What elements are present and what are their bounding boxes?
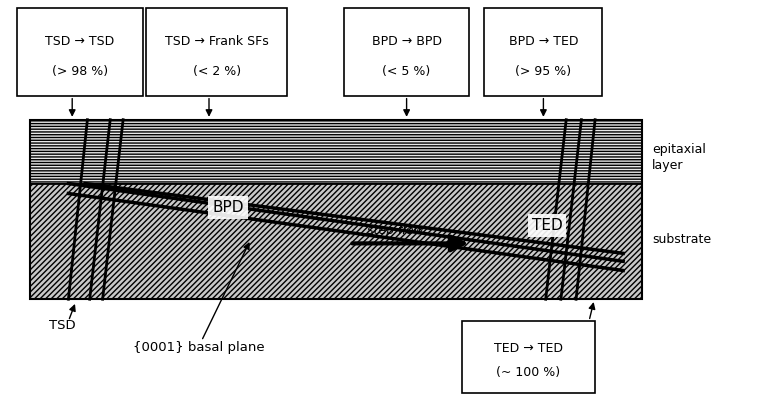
Bar <box>30 184 642 299</box>
Bar <box>17 8 143 96</box>
Text: (< 5 %): (< 5 %) <box>382 65 431 78</box>
Bar <box>461 321 594 393</box>
Text: BPD: BPD <box>212 200 244 215</box>
Text: TED → TED: TED → TED <box>494 342 562 355</box>
Bar <box>146 8 287 96</box>
Text: (< 2 %): (< 2 %) <box>192 65 241 78</box>
Text: BPD → BPD: BPD → BPD <box>372 35 442 48</box>
Bar <box>30 120 642 299</box>
Text: {0001} basal plane: {0001} basal plane <box>133 341 264 354</box>
Text: (~ 100 %): (~ 100 %) <box>496 366 560 379</box>
Text: TSD → TSD: TSD → TSD <box>45 35 115 48</box>
Bar <box>344 8 470 96</box>
Bar <box>485 8 602 96</box>
Text: substrate: substrate <box>652 233 711 246</box>
Text: BPD → TED: BPD → TED <box>508 35 578 48</box>
Bar <box>30 120 642 184</box>
Text: (> 98 %): (> 98 %) <box>52 65 108 78</box>
Text: TSD → Frank SFs: TSD → Frank SFs <box>165 35 268 48</box>
Text: layer: layer <box>652 159 683 172</box>
Text: (> 95 %): (> 95 %) <box>515 65 572 78</box>
Text: epitaxial: epitaxial <box>652 143 706 156</box>
Text: step flow: step flow <box>367 224 423 237</box>
Text: TSD: TSD <box>49 319 76 332</box>
Text: TED: TED <box>532 218 562 233</box>
